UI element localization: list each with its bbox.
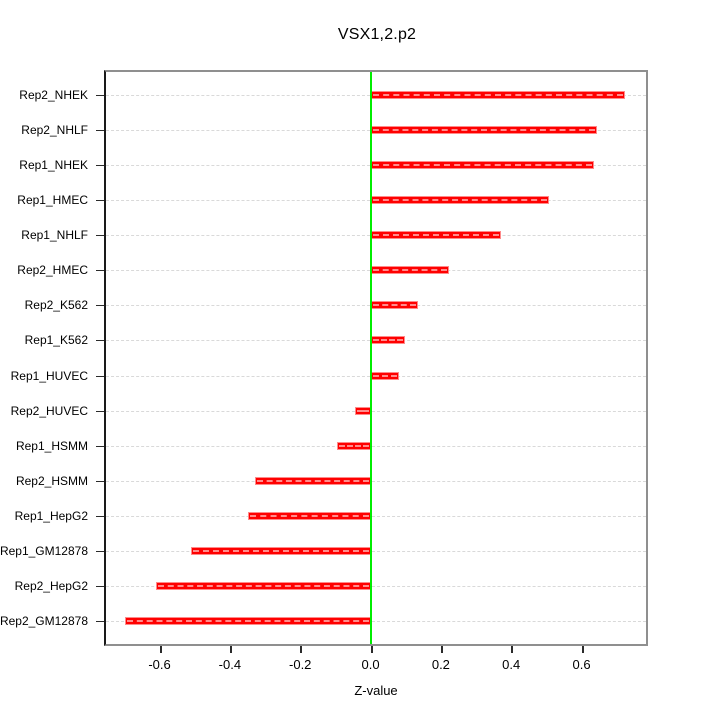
y-axis-tick	[96, 445, 104, 447]
y-axis-label: Rep1_HUVEC	[10, 368, 88, 383]
value-bar	[337, 441, 371, 450]
bar-row: Rep2_NHEK	[19, 77, 646, 112]
bar-row: Rep2_HMEC	[17, 253, 646, 288]
value-bar	[255, 476, 371, 485]
y-axis-tick	[96, 551, 104, 553]
bar-row: Rep2_NHLF	[21, 112, 646, 147]
y-axis-tick	[96, 586, 104, 588]
x-tick-label: 0.0	[361, 657, 380, 672]
row-gridline	[106, 586, 646, 588]
bar-row: Rep2_HepG2	[15, 569, 646, 604]
x-tick-mark	[581, 646, 584, 653]
x-tick-label: -0.2	[289, 657, 312, 672]
y-axis-label: Rep2_HUVEC	[10, 403, 88, 418]
row-gridline	[106, 621, 646, 623]
y-axis-label: Rep1_HepG2	[14, 509, 88, 524]
value-bar	[370, 125, 598, 134]
bar-rows-container: Rep2_NHEK Rep2_NHLF Rep1_NHEK Rep1_HMEC Rep1…	[0, 72, 646, 644]
y-axis-label: Rep2_HMEC	[17, 263, 88, 278]
plot-area: Rep2_NHEK Rep2_NHLF Rep1_NHEK Rep1_HMEC Rep1…	[0, 70, 648, 646]
bar-row: Rep1_K562	[25, 323, 646, 358]
bar-row: Rep1_NHEK	[19, 147, 646, 182]
y-axis-label: Rep2_NHEK	[19, 87, 88, 102]
x-tick-mark	[159, 646, 162, 653]
x-tick-mark	[440, 646, 443, 653]
value-bar	[190, 547, 371, 556]
bar-row: Rep1_GM12878	[0, 534, 646, 569]
y-axis-tick	[96, 621, 104, 623]
bar-row: Rep2_HSMM	[16, 463, 646, 498]
y-axis-label: Rep1_K562	[24, 333, 88, 348]
y-axis-label: Rep1_HMEC	[17, 192, 88, 207]
y-axis-tick	[96, 340, 104, 342]
y-axis-tick	[96, 129, 104, 131]
x-tick-label: -0.4	[218, 657, 242, 672]
value-bar	[370, 231, 502, 240]
bar-row: Rep1_NHLF	[21, 218, 646, 253]
zero-baseline	[369, 72, 372, 644]
y-axis-label: Rep1_GM12878	[0, 544, 88, 559]
x-tick-label: -0.6	[148, 657, 171, 672]
y-axis-label: Rep2_HepG2	[14, 579, 88, 594]
value-bar	[370, 336, 406, 345]
bar-row: Rep2_K562	[25, 288, 646, 323]
y-axis-tick	[96, 410, 104, 412]
x-tick-mark	[370, 646, 373, 653]
value-bar	[370, 90, 626, 99]
y-axis-tick	[96, 235, 104, 237]
y-axis-tick	[96, 164, 104, 166]
y-axis-label: Rep1_HSMM	[15, 438, 88, 453]
row-gridline	[106, 551, 646, 553]
value-bar	[370, 371, 399, 380]
y-axis-tick	[96, 480, 104, 482]
x-tick-label: 0.2	[431, 657, 450, 672]
value-bar	[370, 195, 549, 204]
bar-row: Rep1_HUVEC	[11, 358, 646, 393]
bar-row: Rep2_GM12878	[0, 604, 646, 639]
value-bar	[370, 266, 450, 275]
value-bar	[155, 582, 371, 591]
value-bar	[124, 617, 371, 626]
value-bar	[354, 406, 371, 415]
bar-row: Rep1_HepG2	[15, 499, 646, 534]
x-axis: -0.6 -0.4 -0.2 0.0 0.2 0.4 0.6	[104, 646, 648, 686]
x-tick-mark	[300, 646, 303, 653]
y-axis-label: Rep2_K562	[24, 298, 88, 313]
y-axis-tick	[96, 305, 104, 307]
y-axis-tick	[96, 199, 104, 201]
row-gridline	[106, 445, 646, 447]
y-axis-tick	[96, 270, 104, 272]
x-tick-mark	[229, 646, 232, 653]
row-gridline	[106, 410, 646, 412]
row-gridline	[106, 516, 646, 518]
chart-title: VSX1,2.p2	[337, 26, 417, 43]
x-axis-title: Z-value	[354, 683, 398, 698]
y-axis-tick	[96, 375, 104, 377]
bar-row: Rep2_HUVEC	[11, 393, 646, 428]
y-axis-label: Rep2_GM12878	[0, 614, 88, 629]
y-axis-label: Rep1_NHEK	[19, 157, 88, 172]
x-tick-mark	[511, 646, 514, 653]
y-axis-tick	[96, 94, 104, 96]
value-bar	[248, 512, 371, 521]
y-axis-label: Rep2_HSMM	[15, 473, 88, 488]
y-axis-tick	[96, 516, 104, 518]
value-bar	[370, 160, 594, 169]
value-bar	[370, 301, 418, 310]
bar-row: Rep1_HSMM	[16, 428, 646, 463]
x-tick-label: 0.4	[502, 657, 521, 672]
y-axis-label: Rep1_NHLF	[21, 228, 88, 243]
x-tick-label: 0.6	[572, 657, 591, 672]
row-gridline	[106, 480, 646, 482]
bar-row: Rep1_HMEC	[17, 182, 646, 217]
y-axis-label: Rep2_NHLF	[21, 122, 88, 137]
